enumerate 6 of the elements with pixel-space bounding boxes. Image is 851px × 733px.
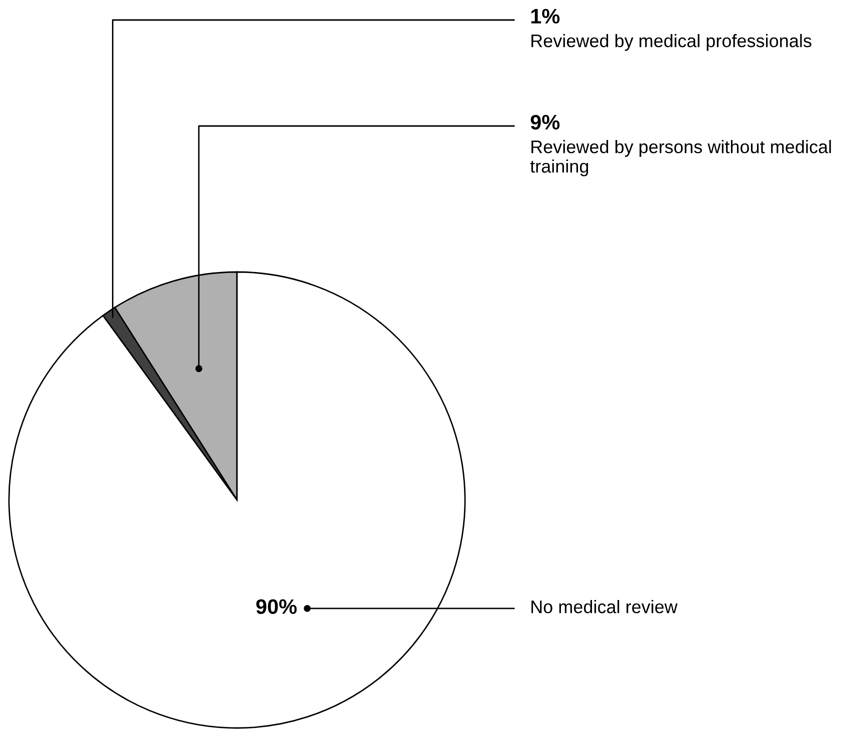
slice-label: No medical review	[531, 600, 678, 614]
data-label: 1%	[531, 8, 560, 24]
slice-label: Reviewed by persons without medical training	[530, 140, 831, 176]
slice-label: Reviewed by medical professionals	[531, 34, 812, 51]
data-label: 9%	[530, 114, 560, 130]
data-label: 90%	[256, 599, 297, 614]
